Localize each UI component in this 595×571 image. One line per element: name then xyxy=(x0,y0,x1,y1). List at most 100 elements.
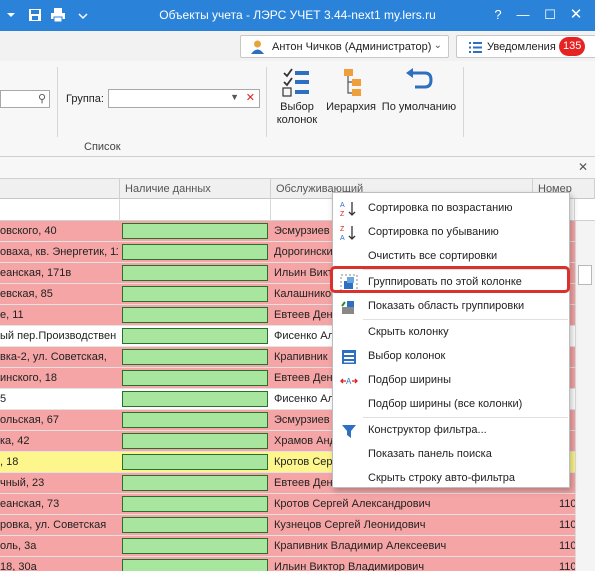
address-cell[interactable]: чный, 23 xyxy=(0,477,45,489)
data-presence-indicator[interactable] xyxy=(122,370,268,386)
table-row[interactable]: ровка, ул. Советская Кузнецов Сергей Леон… xyxy=(0,515,575,536)
data-presence-indicator[interactable] xyxy=(122,412,268,428)
data-presence-indicator[interactable] xyxy=(122,349,268,365)
menu-item[interactable]: Скрыть строку авто-фильтра xyxy=(334,467,568,491)
data-presence-indicator[interactable] xyxy=(122,328,268,344)
dropdown-arrow-icon[interactable]: ▼ xyxy=(230,92,239,102)
default-view-label: По умолчанию xyxy=(381,101,457,113)
menu-item[interactable]: A Z Сортировка по возрастанию xyxy=(334,197,568,221)
menu-item[interactable]: Показать панель поиска xyxy=(334,443,568,467)
data-presence-indicator[interactable] xyxy=(122,454,268,470)
column-chooser-button[interactable]: Выбор колонок xyxy=(272,67,322,127)
address-cell[interactable]: ый пер.Производствен xyxy=(0,330,117,342)
maintainer-cell[interactable]: Евтеев Ден xyxy=(274,477,333,489)
number-cell[interactable]: 110 xyxy=(559,498,575,510)
address-cell[interactable]: 5 xyxy=(0,393,7,405)
address-cell[interactable]: евская, 85 xyxy=(0,288,53,300)
maintainer-cell[interactable]: Евтеев Ден xyxy=(274,309,333,321)
number-cell[interactable]: 110 xyxy=(559,519,575,531)
minimize-icon[interactable]: — xyxy=(516,7,530,22)
maintainer-cell[interactable]: Эсмурзиев Б xyxy=(274,414,340,426)
address-cell[interactable]: еанская, 171в xyxy=(0,267,72,279)
address-cell[interactable]: ровка, ул. Советская xyxy=(0,519,107,531)
maintainer-cell[interactable]: Эсмурзиев Б xyxy=(274,225,340,237)
group-select[interactable]: ▼ ✕ xyxy=(108,89,260,108)
menu-item[interactable]: A Подбор ширины xyxy=(334,369,568,393)
filter-cell[interactable] xyxy=(120,199,271,221)
print-icon[interactable] xyxy=(50,7,66,23)
table-row[interactable]: еанская, 73 Кротов Сергей Александрович 11… xyxy=(0,494,575,515)
column-header-data-presence[interactable]: Наличие данных xyxy=(120,179,271,199)
maintainer-cell[interactable]: Кротов Сергей Александрович xyxy=(274,498,431,510)
notifications-button[interactable]: Уведомления 135 xyxy=(456,35,595,58)
menu-item[interactable]: Очистить все сортировки xyxy=(334,245,568,269)
data-presence-indicator[interactable] xyxy=(122,496,268,512)
maintainer-cell[interactable]: Ильин Виктор Владимирович xyxy=(274,561,425,571)
data-presence-indicator[interactable] xyxy=(122,538,268,554)
vertical-scrollbar[interactable] xyxy=(575,221,595,571)
menu-item[interactable]: Подбор ширины (все колонки) xyxy=(334,393,568,417)
address-cell[interactable]: вка-2, ул. Советская, xyxy=(0,351,107,363)
search-icon[interactable]: ⚲ xyxy=(37,93,46,105)
address-cell[interactable]: , 18 xyxy=(0,456,19,468)
data-presence-indicator[interactable] xyxy=(122,559,268,571)
address-cell[interactable]: оль, 3а xyxy=(0,540,37,552)
window-title: Объекты учета - ЛЭРС УЧЕТ 3.44-next1 my.… xyxy=(159,8,436,22)
table-row[interactable]: 18, 30а Ильин Виктор Владимирович 110 xyxy=(0,557,575,571)
menu-item[interactable]: Выбор колонок xyxy=(334,345,568,369)
maintainer-cell[interactable]: Евтеев Ден xyxy=(274,372,333,384)
menu-item[interactable]: Показать область группировки xyxy=(334,295,568,319)
data-presence-indicator[interactable] xyxy=(122,265,268,281)
address-cell[interactable]: инского, 18 xyxy=(0,372,58,384)
data-presence-indicator[interactable] xyxy=(122,475,268,491)
maintainer-cell[interactable]: Калашников xyxy=(274,288,338,300)
data-presence-indicator[interactable] xyxy=(122,517,268,533)
data-presence-indicator[interactable] xyxy=(122,391,268,407)
data-presence-indicator[interactable] xyxy=(122,286,268,302)
menu-item[interactable]: Z A Сортировка по убыванию xyxy=(334,221,568,245)
close-icon[interactable]: ✕ xyxy=(569,6,583,23)
address-cell[interactable]: оваха, кв. Энергетик, 11 xyxy=(0,246,118,258)
data-presence-indicator[interactable] xyxy=(122,307,268,323)
column-header-address[interactable] xyxy=(0,179,120,199)
maximize-icon[interactable]: ☐ xyxy=(544,7,556,22)
address-cell[interactable]: 18, 30а xyxy=(0,561,37,571)
dropdown-arrow-icon[interactable] xyxy=(6,7,16,23)
maintainer-cell[interactable]: Ильин Викт xyxy=(274,267,333,279)
default-view-button[interactable]: По умолчанию xyxy=(380,67,458,114)
address-cell[interactable]: еанская, 73 xyxy=(0,498,60,510)
scrollbar-thumb[interactable] xyxy=(578,265,592,285)
maintainer-cell[interactable]: Храмов Анд xyxy=(274,435,336,447)
search-input[interactable]: ⚲ xyxy=(0,90,50,108)
panel-bar: ✕ xyxy=(0,157,595,179)
maintainer-cell[interactable]: Фисенко Ал xyxy=(274,330,335,342)
save-icon[interactable] xyxy=(28,7,42,23)
hierarchy-button[interactable]: Иерархия xyxy=(326,67,376,114)
address-cell[interactable]: овского, 40 xyxy=(0,225,57,237)
maintainer-cell[interactable]: Крапивник xyxy=(274,351,328,363)
filter-cell[interactable] xyxy=(0,199,120,221)
menu-item-label: Скрыть колонку xyxy=(368,326,449,338)
maintainer-cell[interactable]: Дорогинский xyxy=(274,246,339,258)
number-cell[interactable]: 110 xyxy=(559,540,575,552)
number-cell[interactable]: 110 xyxy=(559,561,575,571)
maintainer-cell[interactable]: Крапивник Владимир Алексеевич xyxy=(274,540,447,552)
close-panel-icon[interactable]: ✕ xyxy=(577,160,588,174)
maintainer-cell[interactable]: Кротов Серг xyxy=(274,456,337,468)
address-cell[interactable]: ольская, 67 xyxy=(0,414,60,426)
maintainer-cell[interactable]: Фисенко Ал xyxy=(274,393,335,405)
menu-item[interactable]: Скрыть колонку xyxy=(334,321,568,345)
address-cell[interactable]: ка, 42 xyxy=(0,435,30,447)
data-presence-indicator[interactable] xyxy=(122,433,268,449)
address-cell[interactable]: е, 11 xyxy=(0,309,24,321)
clear-icon[interactable]: ✕ xyxy=(245,92,255,104)
table-row[interactable]: оль, 3а Крапивник Владимир Алексеевич 110 xyxy=(0,536,575,557)
customize-arrow-icon[interactable] xyxy=(78,7,88,23)
data-presence-indicator[interactable] xyxy=(122,223,268,239)
help-icon[interactable]: ? xyxy=(494,7,502,22)
user-menu-button[interactable]: Антон Чичков (Администратор) ⌄ xyxy=(240,35,449,58)
filter-cell[interactable] xyxy=(533,199,575,221)
maintainer-cell[interactable]: Кузнецов Сергей Леонидович xyxy=(274,519,426,531)
data-presence-indicator[interactable] xyxy=(122,244,268,260)
menu-item[interactable]: Конструктор фильтра... xyxy=(334,419,568,443)
